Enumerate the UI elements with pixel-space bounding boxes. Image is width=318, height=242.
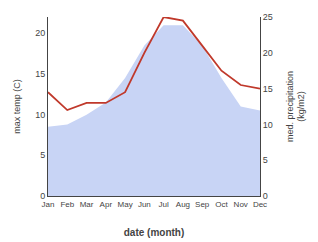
svg-text:Mar: Mar	[80, 200, 94, 209]
svg-text:Feb: Feb	[60, 200, 74, 209]
svg-text:date (month): date (month)	[124, 227, 185, 238]
svg-text:Aug: Aug	[176, 200, 190, 209]
svg-text:Jun: Jun	[138, 200, 151, 209]
svg-text:May: May	[118, 200, 133, 209]
svg-text:5: 5	[40, 150, 45, 160]
svg-text:20: 20	[35, 28, 45, 38]
svg-text:Jul: Jul	[159, 200, 169, 209]
svg-text:Jan: Jan	[42, 200, 55, 209]
svg-text:5: 5	[263, 155, 268, 165]
svg-text:Apr: Apr	[100, 200, 113, 209]
svg-text:med. precipitation(kg/m2): med. precipitation(kg/m2)	[285, 71, 307, 142]
svg-text:Oct: Oct	[215, 200, 228, 209]
svg-text:Dec: Dec	[253, 200, 267, 209]
svg-text:Nov: Nov	[234, 200, 248, 209]
svg-text:10: 10	[263, 120, 273, 130]
svg-text:15: 15	[263, 84, 273, 94]
svg-text:15: 15	[35, 69, 45, 79]
svg-text:0: 0	[263, 191, 268, 201]
svg-text:max temp (C): max temp (C)	[12, 79, 22, 134]
svg-text:25: 25	[263, 12, 273, 22]
svg-text:10: 10	[35, 110, 45, 120]
svg-text:Sep: Sep	[195, 200, 210, 209]
svg-text:20: 20	[263, 48, 273, 58]
svg-text:0: 0	[40, 191, 45, 201]
